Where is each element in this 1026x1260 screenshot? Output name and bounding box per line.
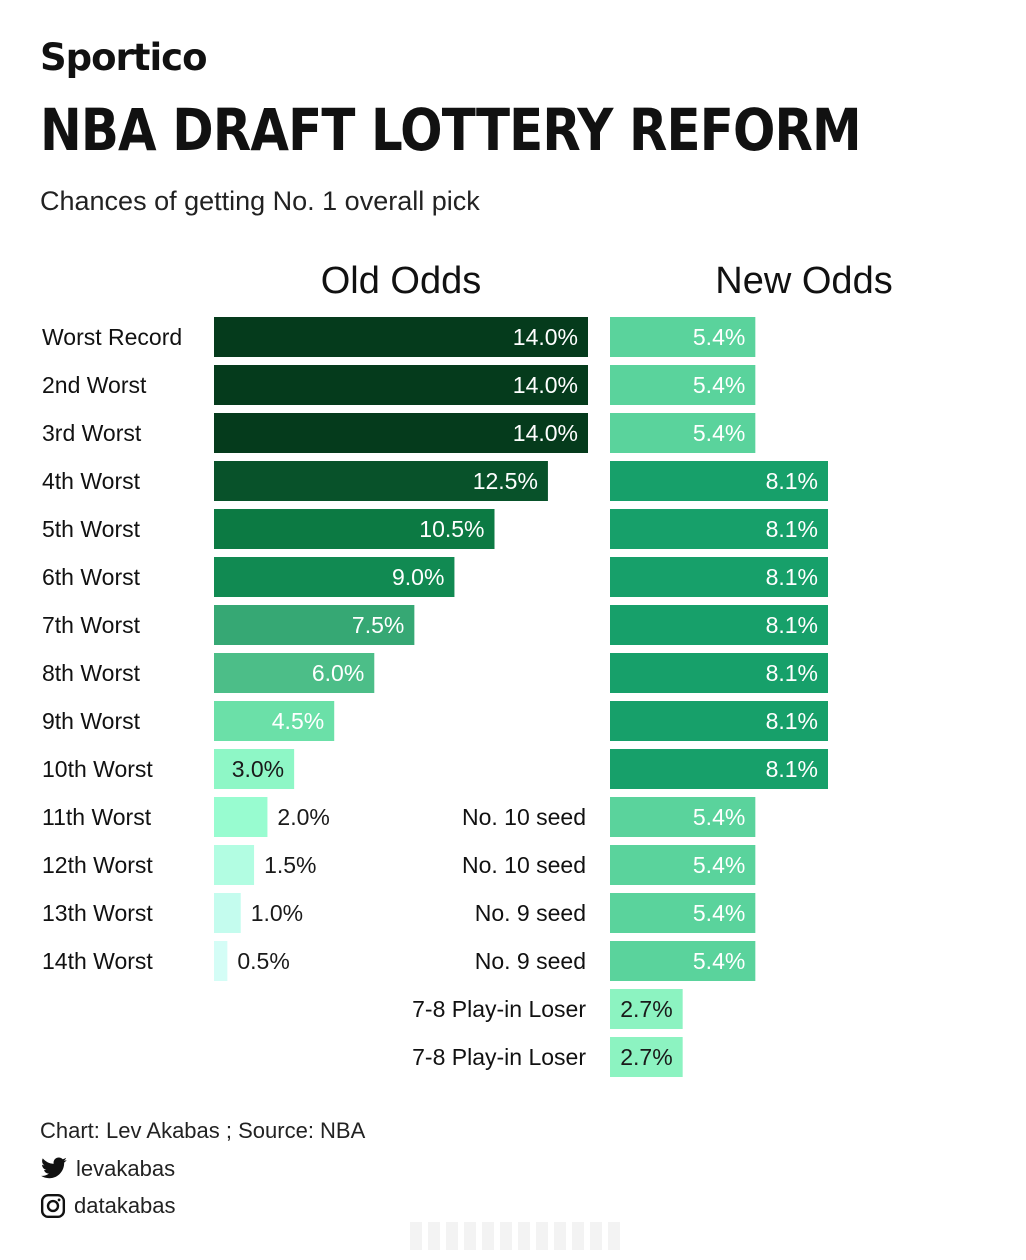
old-odds-category-label: 5th Worst	[42, 516, 141, 542]
new-odds-value-label: 5.4%	[693, 372, 745, 398]
new-odds-bar	[610, 893, 756, 933]
old-odds-bar	[214, 845, 255, 885]
old-odds-value-label: 14.0%	[513, 372, 578, 398]
old-odds-bar	[214, 461, 548, 501]
new-odds-bar	[610, 461, 828, 501]
odds-chart: Worst Record 14.0% 2nd Worst 14.0% 3rd Worst…	[42, 317, 828, 1077]
new-odds-bar	[610, 509, 828, 549]
old-odds-category-label: 14th Worst	[42, 948, 153, 974]
new-odds-value-label: 5.4%	[693, 852, 745, 878]
old-odds-category-label: 6th Worst	[42, 564, 141, 590]
twitter-icon	[41, 1157, 67, 1179]
old-odds-category-label: 7th Worst	[42, 612, 141, 638]
old-odds-value-label: 2.0%	[277, 804, 329, 830]
new-odds-category-label: 7-8 Play-in Loser	[412, 996, 586, 1022]
old-odds-value-label: 9.0%	[392, 564, 444, 590]
old-odds-category-label: 11th Worst	[42, 804, 152, 830]
new-odds-category-label: No. 9 seed	[475, 900, 586, 926]
old-odds-value-label: 1.5%	[264, 852, 316, 878]
old-odds-category-label: 3rd Worst	[42, 420, 142, 446]
new-odds-value-label: 8.1%	[766, 660, 818, 686]
new-odds-value-label: 8.1%	[766, 516, 818, 542]
brand-logo: Sportico	[40, 36, 208, 79]
old-odds-value-label: 0.5%	[237, 948, 289, 974]
new-odds-bar	[610, 1037, 683, 1077]
new-odds-value-label: 5.4%	[693, 900, 745, 926]
old-odds-value-label: 6.0%	[312, 660, 364, 686]
new-odds-bar	[610, 701, 828, 741]
old-odds-category-label: 12th Worst	[42, 852, 153, 878]
old-odds-value-label: 4.5%	[272, 708, 324, 734]
watermark	[410, 1222, 625, 1250]
new-odds-value-label: 2.7%	[620, 996, 672, 1022]
old-odds-bar	[214, 605, 415, 645]
old-odds-bar	[214, 749, 295, 789]
old-odds-value-label: 10.5%	[419, 516, 484, 542]
new-odds-bar	[610, 317, 756, 357]
subtitle: Chances of getting No. 1 overall pick	[40, 186, 480, 216]
old-odds-value-label: 14.0%	[513, 420, 578, 446]
old-odds-category-label: 2nd Worst	[42, 372, 147, 398]
old-odds-category-label: Worst Record	[42, 324, 182, 350]
old-odds-bar	[214, 509, 495, 549]
new-odds-category-label: No. 10 seed	[462, 852, 586, 878]
old-odds-bar	[214, 701, 335, 741]
headline: NBA DRAFT LOTTERY REFORM	[40, 96, 862, 164]
old-odds-category-label: 4th Worst	[42, 468, 141, 494]
new-odds-category-label: 7-8 Play-in Loser	[412, 1044, 586, 1070]
new-odds-bar	[610, 557, 828, 597]
old-odds-value-label: 3.0%	[232, 756, 284, 782]
new-odds-category-label: No. 10 seed	[462, 804, 586, 830]
old-odds-value-label: 1.0%	[251, 900, 303, 926]
new-odds-bar	[610, 365, 756, 405]
twitter-handle: levakabas	[76, 1156, 176, 1182]
new-odds-value-label: 5.4%	[693, 420, 745, 446]
old-odds-bar	[214, 797, 268, 837]
old-odds-bar	[214, 365, 588, 405]
new-odds-bar	[610, 797, 756, 837]
new-odds-value-label: 5.4%	[693, 804, 745, 830]
new-odds-value-label: 5.4%	[693, 324, 745, 350]
old-odds-bar	[214, 317, 588, 357]
new-odds-bar	[610, 653, 828, 693]
new-odds-value-label: 2.7%	[620, 1044, 672, 1070]
old-odds-category-label: 8th Worst	[42, 660, 141, 686]
footer-credit: Chart: Lev Akabas ; Source: NBA	[40, 1118, 366, 1143]
new-odds-value-label: 8.1%	[766, 612, 818, 638]
new-odds-bar	[610, 989, 683, 1029]
new-odds-value-label: 5.4%	[693, 948, 745, 974]
new-odds-value-label: 8.1%	[766, 468, 818, 494]
new-odds-category-label: No. 9 seed	[475, 948, 586, 974]
new-odds-value-label: 8.1%	[766, 564, 818, 590]
instagram-icon	[40, 1194, 66, 1219]
new-odds-bar	[610, 845, 756, 885]
old-odds-category-label: 13th Worst	[42, 900, 153, 926]
new-odds-title: New Odds	[715, 260, 893, 302]
footer-instagram[interactable]: datakabas	[40, 1192, 176, 1219]
old-odds-bar	[214, 653, 375, 693]
old-odds-bar	[214, 413, 588, 453]
old-odds-category-label: 10th Worst	[42, 756, 153, 782]
new-odds-bar	[610, 941, 756, 981]
new-odds-bar	[610, 749, 828, 789]
new-odds-value-label: 8.1%	[766, 708, 818, 734]
old-odds-bar	[214, 557, 455, 597]
new-odds-bar	[610, 413, 756, 453]
old-odds-bar	[214, 893, 241, 933]
old-odds-bar	[214, 941, 228, 981]
old-odds-value-label: 14.0%	[513, 324, 578, 350]
new-odds-bar	[610, 605, 828, 645]
new-odds-value-label: 8.1%	[766, 756, 818, 782]
old-odds-value-label: 12.5%	[473, 468, 538, 494]
old-odds-category-label: 9th Worst	[42, 708, 141, 734]
footer-twitter[interactable]: levakabas	[40, 1155, 175, 1182]
old-odds-title: Old Odds	[320, 260, 482, 302]
old-odds-value-label: 7.5%	[352, 612, 404, 638]
instagram-handle: datakabas	[74, 1193, 176, 1219]
